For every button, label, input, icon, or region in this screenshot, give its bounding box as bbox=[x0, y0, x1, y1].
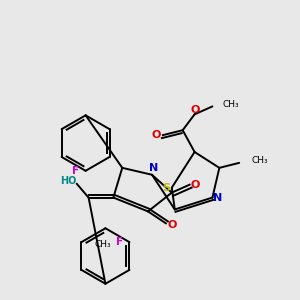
Text: O: O bbox=[191, 105, 200, 116]
Text: F: F bbox=[72, 166, 79, 176]
Text: O: O bbox=[151, 130, 160, 140]
Text: S: S bbox=[162, 183, 170, 193]
Text: F: F bbox=[116, 237, 123, 247]
Text: CH₃: CH₃ bbox=[251, 156, 268, 165]
Text: HO: HO bbox=[61, 176, 77, 186]
Text: O: O bbox=[191, 180, 200, 190]
Text: N: N bbox=[213, 193, 222, 202]
Text: O: O bbox=[167, 220, 176, 230]
Text: N: N bbox=[149, 163, 159, 173]
Text: CH₃: CH₃ bbox=[94, 240, 111, 249]
Text: CH₃: CH₃ bbox=[222, 100, 239, 109]
